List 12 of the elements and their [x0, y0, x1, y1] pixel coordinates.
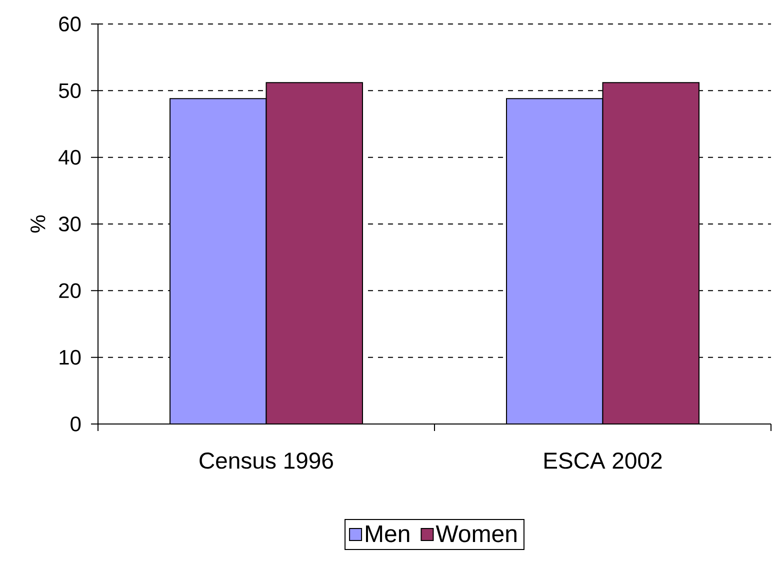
x-tick-label: ESCA 2002	[544, 452, 662, 469]
x-tick-label: Census 1996	[200, 452, 333, 469]
y-axis-title: %	[30, 215, 46, 233]
y-tick-label: 60	[59, 16, 81, 32]
y-tick-label: 20	[59, 283, 81, 298]
y-tick-label: 10	[60, 350, 81, 365]
y-tick-label: 30	[58, 216, 81, 232]
legend-label: Women	[436, 525, 516, 542]
y-tick-label: 40	[58, 150, 81, 165]
y-tick-label: 0	[70, 416, 81, 432]
legend-label: Men	[366, 525, 410, 542]
y-tick-label: 50	[58, 83, 81, 98]
